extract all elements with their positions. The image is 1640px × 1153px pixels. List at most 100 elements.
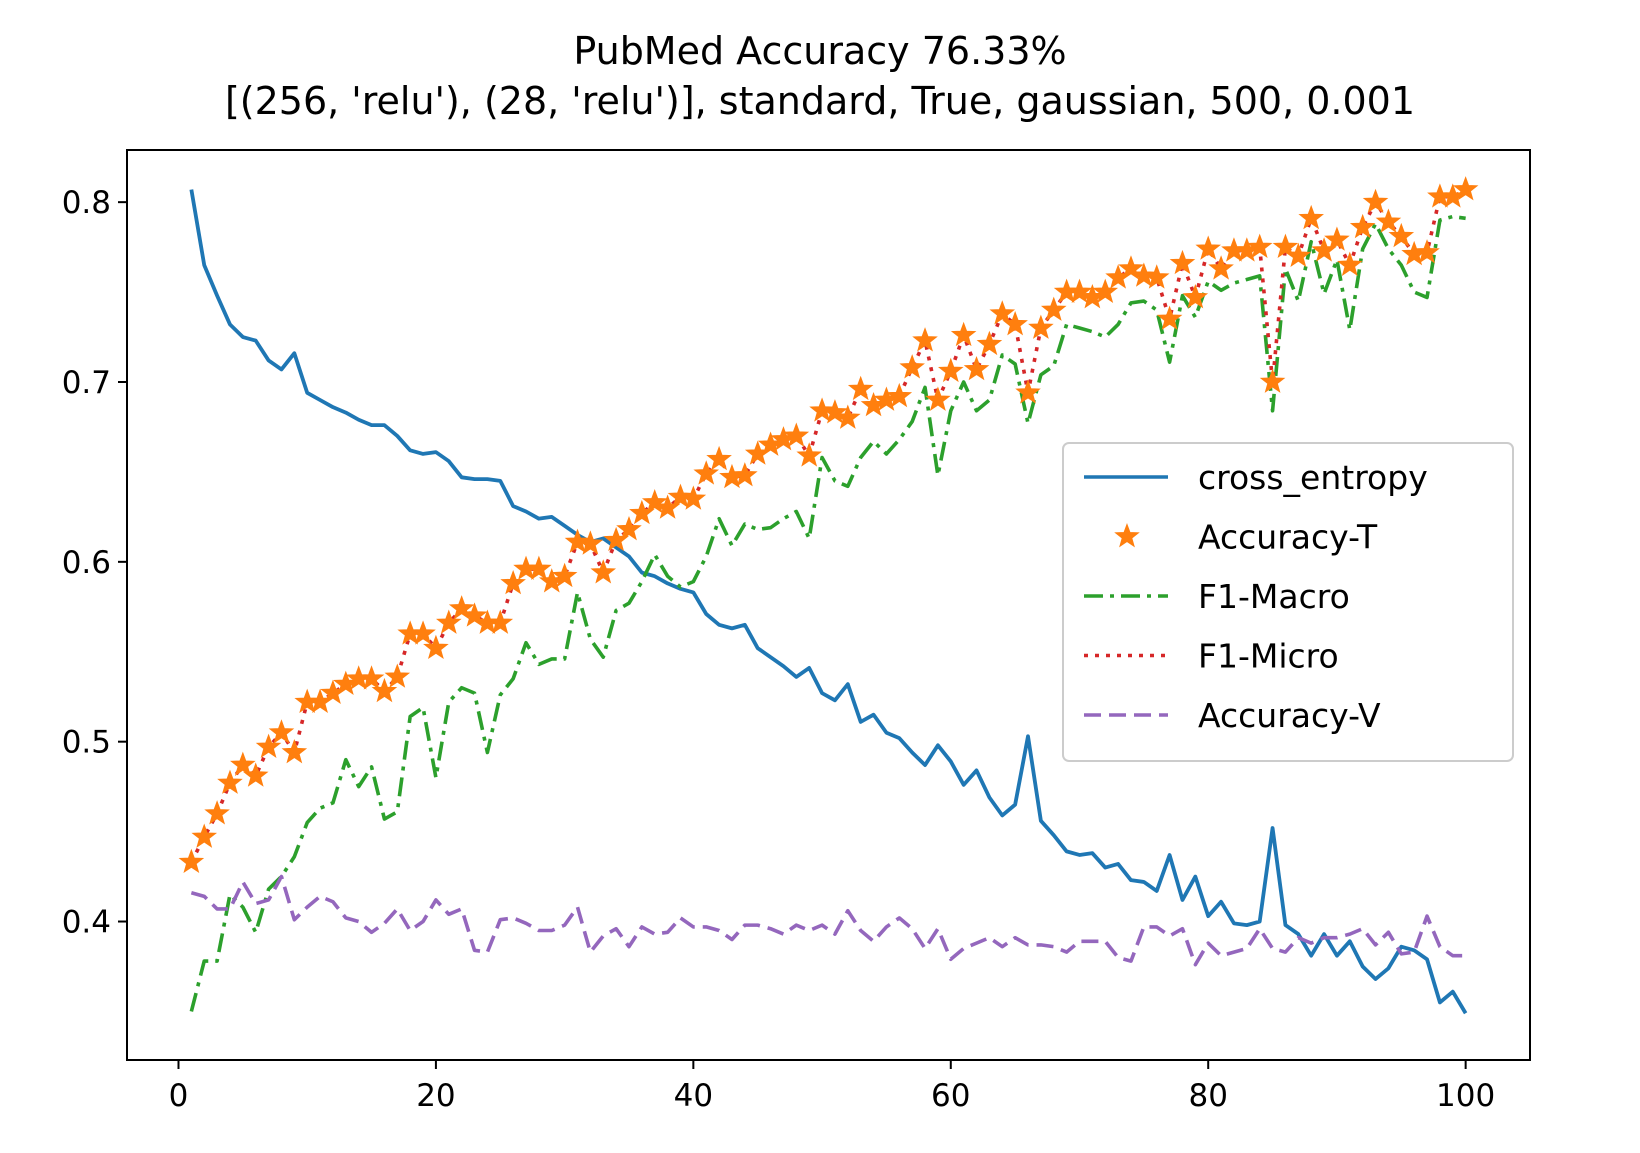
accuracy-t-point [1143, 264, 1170, 289]
accuracy-t-point [242, 762, 269, 787]
accuracy-t-point [641, 489, 668, 514]
legend-entry: Accuracy-T [1114, 518, 1378, 557]
accuracy-t-point [1414, 239, 1440, 264]
accuracy-t-point [1066, 278, 1093, 303]
accuracy-t-point [706, 445, 732, 471]
chart-title: PubMed Accuracy 76.33% [573, 29, 1066, 73]
y-tick-label: 0.8 [62, 185, 111, 221]
accuracy-t-point [410, 620, 436, 645]
accuracy-t-point [1015, 379, 1041, 404]
accuracy-t-point [950, 321, 977, 347]
plot-frame [126, 149, 1531, 1061]
accuracy-t-point [1092, 278, 1119, 303]
x-tick-label: 40 [674, 1078, 713, 1114]
y-tick-label: 0.4 [62, 905, 111, 941]
accuracy-t-point [912, 327, 938, 352]
accuracy-t-point [230, 751, 256, 776]
accuracy-t-point [1298, 204, 1324, 230]
series-f1-macro-line [189, 214, 1466, 1012]
accuracy-t-point [1388, 222, 1415, 248]
accuracy-t-point [448, 595, 475, 620]
accuracy-t-point [1118, 255, 1144, 280]
accuracy-t-point [500, 569, 526, 595]
accuracy-t-point [461, 602, 488, 627]
accuracy-t-point [1285, 242, 1312, 267]
accuracy-t-point [732, 462, 758, 487]
accuracy-t-point [886, 382, 913, 408]
accuracy-t-point [577, 530, 604, 555]
x-tick-label: 20 [416, 1078, 455, 1114]
legend-swatch-star [1114, 523, 1140, 548]
accuracy-t-point [1362, 188, 1389, 214]
legend-entry: F1-Micro [1084, 637, 1339, 676]
accuracy-t-point [487, 609, 514, 634]
accuracy-t-point [1040, 296, 1067, 321]
accuracy-t-point [989, 300, 1016, 325]
series-layer [189, 187, 1468, 1015]
x-tick-label: 100 [1436, 1078, 1495, 1114]
accuracy-t-point [1156, 305, 1183, 330]
accuracy-t-point [384, 663, 411, 688]
y-tick-label: 0.6 [62, 545, 111, 581]
accuracy-t-point [217, 769, 243, 794]
chart-subtitle: [(256, 'relu'), (28, 'relu')], standard,… [225, 79, 1415, 123]
accuracy-t-point [371, 677, 398, 703]
accuracy-t-point [899, 354, 925, 379]
accuracy-t-point [1195, 235, 1221, 260]
legend: cross_entropy Accuracy-T F1-Macro F1-Micro A… [1062, 442, 1514, 762]
legend-frame [1062, 442, 1514, 762]
y-tick-label: 0.5 [62, 725, 111, 761]
legend-entry: cross_entropy [1084, 458, 1428, 497]
accuracy-t-point [358, 665, 385, 690]
legend-entry: Accuracy-V [1084, 696, 1381, 735]
accuracy-t-point [281, 739, 308, 764]
accuracy-t-point [436, 609, 462, 634]
accuracy-t-point [1337, 251, 1363, 276]
accuracy-t-point [925, 386, 951, 411]
accuracy-t-point [796, 442, 822, 467]
x-axis: 0 20 40 60 80 100 [169, 1060, 1495, 1114]
accuracy-t-point [680, 485, 707, 510]
accuracy-t-point [1208, 255, 1234, 280]
accuracy-t-point [847, 375, 874, 401]
accuracy-t-point [255, 733, 282, 758]
accuracy-t-point [1002, 311, 1028, 336]
series-cross-entropy-line [189, 189, 1468, 1015]
y-tick-label: 0.7 [62, 365, 111, 401]
accuracy-t-point [1169, 249, 1196, 275]
marker-layer [178, 176, 1479, 874]
legend-label: cross_entropy [1198, 458, 1428, 497]
accuracy-t-point [1246, 233, 1273, 258]
accuracy-t-point [551, 562, 578, 588]
accuracy-t-point [268, 719, 295, 744]
accuracy-t-point [526, 555, 552, 580]
legend-items: cross_entropy Accuracy-T F1-Macro F1-Micro A… [1084, 458, 1428, 735]
accuracy-t-point [976, 330, 1003, 356]
accuracy-t-point [822, 399, 848, 424]
y-axis: 0.4 0.5 0.6 0.7 0.8 [62, 185, 127, 941]
series-accuracy-t-markers [178, 176, 1479, 874]
accuracy-t-point [564, 528, 591, 553]
accuracy-t-point [783, 422, 810, 447]
accuracy-t-point [1028, 314, 1054, 339]
x-tick-label: 80 [1188, 1078, 1227, 1114]
accuracy-t-point [1375, 208, 1402, 233]
accuracy-t-point [1131, 262, 1157, 287]
accuracy-t-point [667, 483, 694, 508]
accuracy-t-point [693, 460, 720, 485]
accuracy-t-point [809, 397, 835, 422]
x-tick-label: 60 [931, 1078, 970, 1114]
accuracy-t-point [590, 559, 617, 584]
accuracy-t-point [204, 800, 230, 825]
accuracy-t-point [835, 404, 861, 429]
accuracy-t-point [1182, 284, 1209, 309]
accuracy-t-point [1272, 233, 1299, 258]
x-tick-label: 0 [169, 1078, 189, 1114]
legend-label: F1-Micro [1198, 637, 1339, 676]
accuracy-t-point [1349, 213, 1376, 239]
accuracy-t-point [191, 823, 218, 848]
series-accuracy-v-line [190, 874, 1466, 967]
accuracy-t-point [616, 516, 642, 541]
legend-label: Accuracy-V [1198, 696, 1381, 735]
